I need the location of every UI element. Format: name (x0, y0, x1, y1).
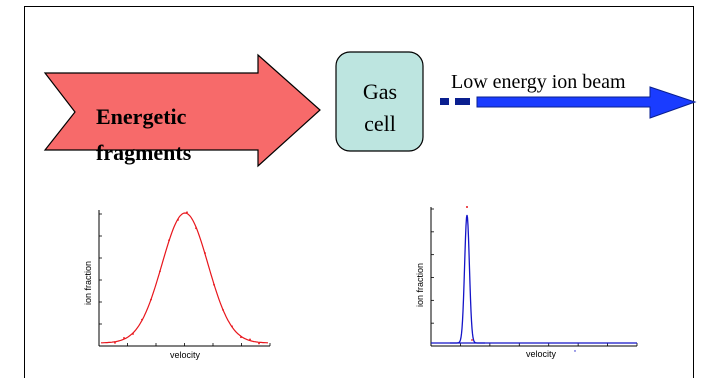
data-point (168, 239, 170, 242)
data-point (177, 219, 179, 221)
arrow-label-line2: fragments (96, 140, 192, 165)
data-point (231, 325, 233, 328)
data-point (249, 338, 251, 341)
data-point (132, 333, 134, 335)
data-point (258, 342, 260, 345)
right-chart-y-ticks (431, 208, 434, 347)
data-point (222, 308, 224, 311)
right-chart-xlabel: velocity (526, 349, 557, 359)
data-point (240, 336, 242, 339)
data-point (471, 339, 473, 341)
data-point (141, 318, 143, 321)
right-chart-curve (450, 214, 485, 344)
right-chart: velocity ion fraction (415, 206, 638, 359)
right-chart-points (466, 206, 576, 352)
left-chart-points (114, 211, 260, 345)
beam-label: Low energy ion beam (451, 71, 626, 93)
left-chart: velocity ion fraction (83, 210, 271, 360)
left-chart-x-ticks (98, 343, 271, 346)
slide-frame (24, 6, 694, 378)
energetic-fragments-arrow (43, 53, 321, 168)
gas-cell-line1: Gas (363, 79, 397, 104)
data-point (195, 227, 197, 230)
data-point (150, 298, 152, 301)
data-point (466, 206, 468, 208)
right-chart-ylabel: ion fraction (415, 263, 425, 307)
left-chart-y-ticks (99, 213, 102, 347)
arrow-label-line1: Energetic (96, 104, 187, 129)
data-point (213, 283, 215, 286)
left-chart-curve (101, 212, 268, 344)
data-point (204, 252, 206, 254)
left-chart-ylabel: ion fraction (83, 261, 93, 305)
beam-dash-2 (455, 98, 470, 105)
data-point (123, 337, 125, 339)
data-point (186, 211, 188, 214)
data-point (159, 270, 161, 273)
beam-arrow (476, 86, 697, 119)
gas-cell-line2: cell (364, 111, 396, 136)
data-point (574, 350, 576, 352)
beam-dash-1 (440, 98, 449, 105)
left-chart-xlabel: velocity (170, 350, 201, 360)
gas-cell-box (335, 51, 424, 152)
data-point (114, 341, 116, 344)
